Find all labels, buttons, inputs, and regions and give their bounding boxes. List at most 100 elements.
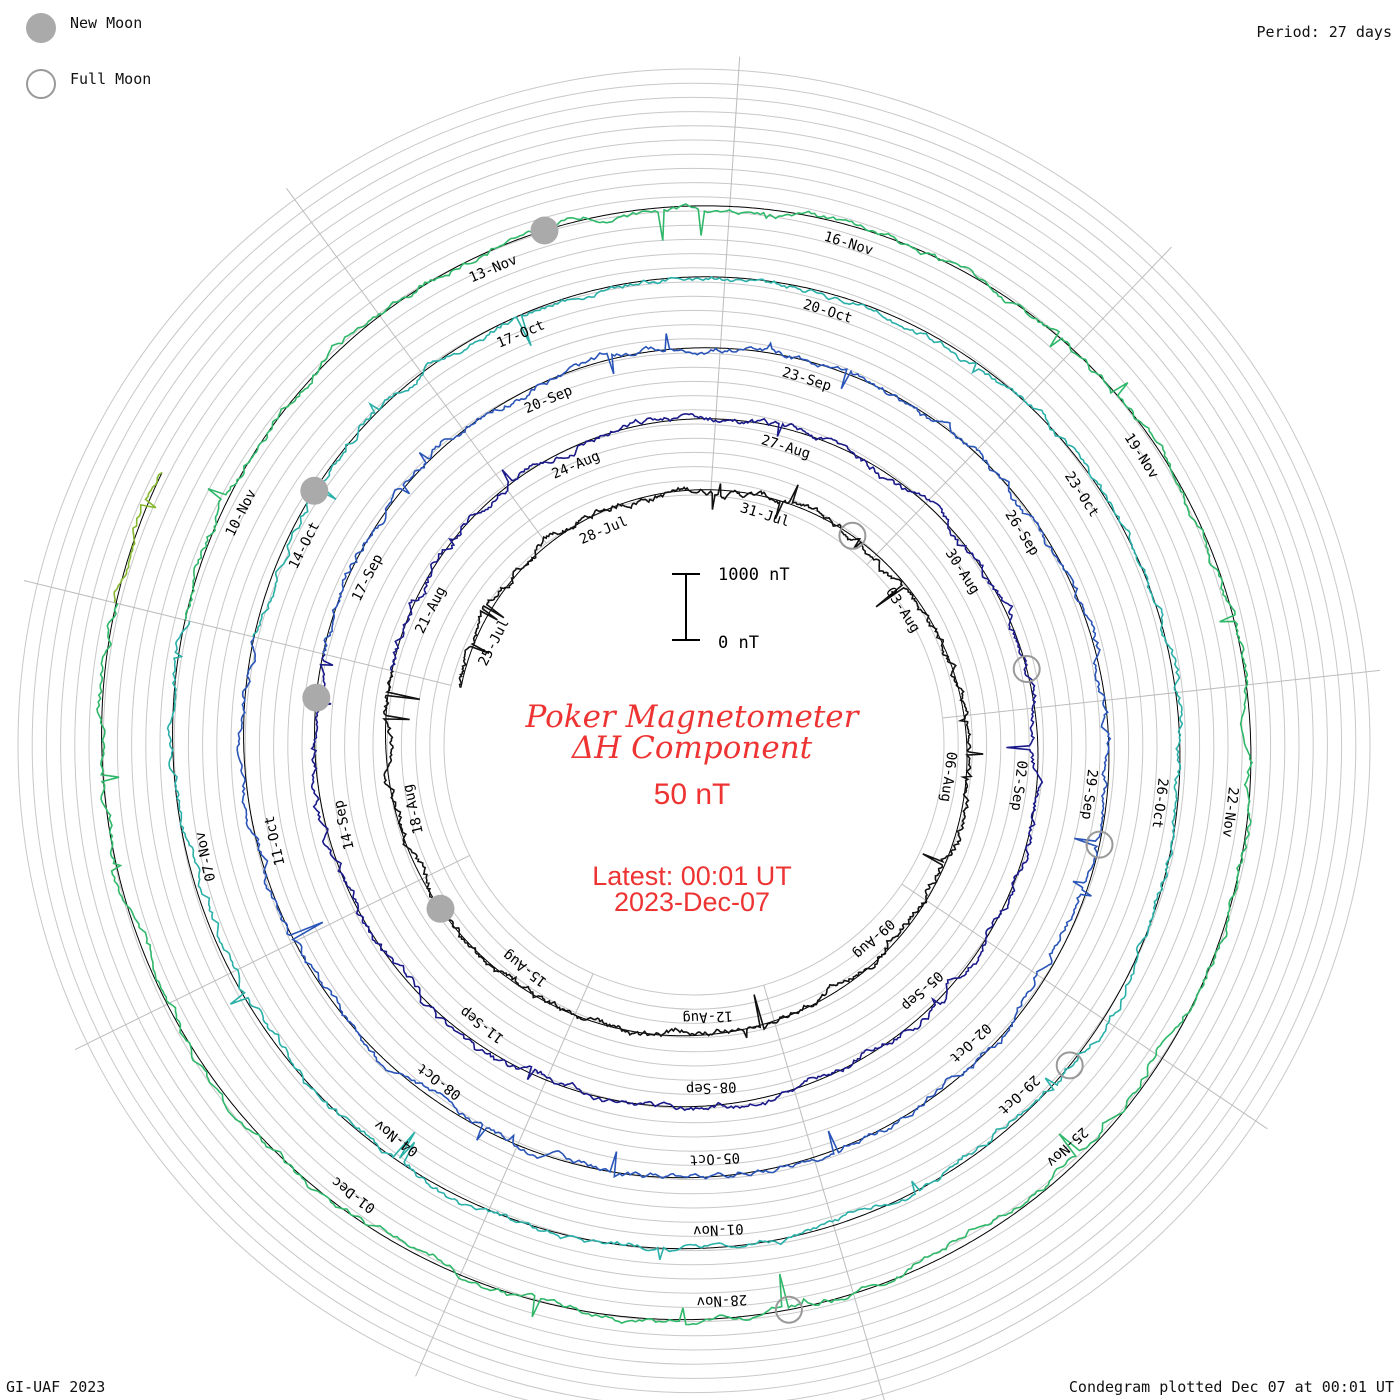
grid-circle <box>17 68 1371 1400</box>
date-label: 23-Sep <box>780 364 833 394</box>
chart-title-line1: Poker Magnetometer <box>525 699 861 735</box>
full-moon-marker <box>1055 1051 1084 1080</box>
grid-circle <box>216 267 1172 1223</box>
radial-line <box>415 973 594 1377</box>
date-label: 01-Nov <box>693 1220 744 1239</box>
date-label: 20-Oct <box>801 297 854 327</box>
grid-circle <box>116 167 1272 1323</box>
radial-line <box>901 883 1268 1130</box>
date-label: 08-Sep <box>686 1078 737 1097</box>
radial-line <box>710 56 741 496</box>
grid-circle <box>287 338 1101 1152</box>
moon-markers <box>300 216 1114 1324</box>
grid-circle <box>372 423 1016 1067</box>
date-label: 30-Aug <box>942 546 983 597</box>
date-label: 06-Aug <box>937 751 959 803</box>
chart-title-line2: ΔH Component <box>571 730 813 766</box>
date-label: 05-Sep <box>898 967 946 1013</box>
full-moon-marker <box>838 521 867 550</box>
footer-credit: GI-UAF 2023 <box>6 1378 106 1396</box>
date-label: 26-Sep <box>1001 508 1042 559</box>
full-moon-marker <box>774 1295 803 1324</box>
grid-circle <box>415 466 973 1024</box>
grid-circle <box>173 224 1215 1266</box>
grid-circle <box>344 395 1044 1095</box>
latest-date-label: 2023-Dec-07 <box>614 887 770 917</box>
date-label: 01-Dec <box>329 1173 379 1216</box>
grid-circle <box>60 111 1328 1379</box>
date-label: 22-Nov <box>1219 786 1241 838</box>
trace-revolution-4 <box>166 275 1184 1260</box>
date-label: 26-Oct <box>1149 777 1171 829</box>
new-moon-legend-icon <box>26 13 56 43</box>
date-label: 11-Sep <box>457 1003 507 1046</box>
grid <box>17 68 1371 1400</box>
grid-circle <box>230 281 1158 1209</box>
latest-time-label: Latest: 00:01 UT <box>592 861 792 891</box>
scale-unit-label: 50 nT <box>654 778 731 811</box>
grid-circle <box>145 196 1243 1294</box>
date-label: 12-Aug <box>682 1007 733 1026</box>
date-label: 27-Aug <box>759 432 812 462</box>
scale-bar: 1000 nT 0 nT <box>672 565 790 653</box>
date-label: 02-Oct <box>946 1020 994 1066</box>
date-label: 19-Nov <box>1121 431 1162 482</box>
scale-bar-bottom-label: 0 nT <box>718 633 759 653</box>
trace-revolution-1 <box>382 483 984 1039</box>
full-moon-legend-icon <box>26 69 56 99</box>
date-label: 23-Oct <box>1061 469 1102 520</box>
date-label: 29-Sep <box>1078 768 1100 820</box>
grid-circle <box>400 451 988 1039</box>
radial-line <box>23 580 452 686</box>
grid-circle <box>258 309 1130 1181</box>
grid-circle <box>45 96 1343 1394</box>
scale-bar-top-label: 1000 nT <box>718 565 790 585</box>
grid-circle <box>244 295 1144 1195</box>
full-moon-legend-label: Full Moon <box>70 70 152 88</box>
date-label: 15-Aug <box>500 946 550 989</box>
grid-circle <box>386 437 1002 1053</box>
radial-line <box>763 984 885 1400</box>
grid-circle <box>187 238 1201 1252</box>
new-moon-legend-label: New Moon <box>70 14 143 32</box>
date-label: 09-Aug <box>850 915 898 961</box>
baselines <box>101 205 1252 1321</box>
grid-circle <box>159 210 1229 1280</box>
radial-lines <box>23 56 1381 1400</box>
baseline-spiral <box>101 205 1252 1321</box>
new-moon-marker <box>300 476 329 505</box>
grid-circle <box>131 182 1257 1308</box>
radial-line <box>866 246 1172 565</box>
full-moon-marker <box>1085 830 1114 859</box>
trace-revolution-2 <box>310 412 1044 1112</box>
trace-revolution-6 <box>113 471 163 603</box>
full-moon-marker <box>1012 655 1041 683</box>
grid-circle <box>202 253 1186 1237</box>
grid-circle <box>102 153 1286 1337</box>
new-moon-marker <box>426 894 455 923</box>
trace-revolution-3 <box>236 333 1112 1180</box>
date-label: 02-Sep <box>1008 760 1030 812</box>
date-label: 28-Nov <box>696 1291 747 1310</box>
center-text: Poker Magnetometer ΔH Component 50 nT La… <box>525 699 861 917</box>
date-label: 29-Oct <box>995 1072 1043 1118</box>
radial-line <box>285 187 547 544</box>
grid-circle <box>273 324 1115 1166</box>
grid-circle <box>443 494 945 996</box>
radial-line <box>74 854 470 1051</box>
grid-circle <box>315 366 1073 1124</box>
grid-circle <box>429 480 959 1010</box>
new-moon-marker <box>302 683 331 712</box>
grid-circle <box>88 139 1300 1351</box>
grid-circle <box>74 125 1314 1365</box>
period-label: Period: 27 days <box>1256 23 1392 41</box>
date-label: 08-Oct <box>414 1060 464 1103</box>
radial-line <box>942 669 1381 719</box>
date-label: 25-Jul <box>475 616 512 668</box>
date-label: 05-Oct <box>689 1149 740 1168</box>
date-label: 28-Jul <box>577 514 630 548</box>
footer-plotted-time: Condegram plotted Dec 07 at 00:01 UT <box>1068 1378 1394 1396</box>
new-moon-marker <box>530 216 559 245</box>
